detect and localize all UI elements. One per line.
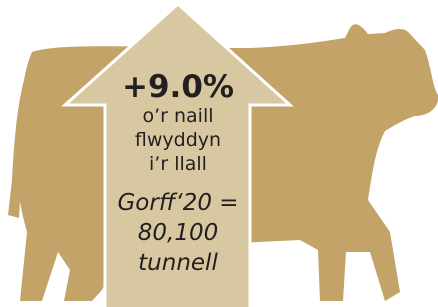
subline: o’r naill bbox=[142, 105, 213, 127]
detail: 80,100 bbox=[138, 220, 218, 246]
detail: Gorff‘20 = bbox=[117, 190, 238, 216]
headline: +9.0% bbox=[122, 69, 234, 105]
subline: flwyddyn bbox=[135, 129, 221, 151]
detail: tunnell bbox=[138, 250, 218, 276]
infographic: +9.0%o’r naillflwyddyni’r llall Gorff‘20 … bbox=[0, 0, 438, 307]
subline: i’r llall bbox=[149, 153, 207, 175]
